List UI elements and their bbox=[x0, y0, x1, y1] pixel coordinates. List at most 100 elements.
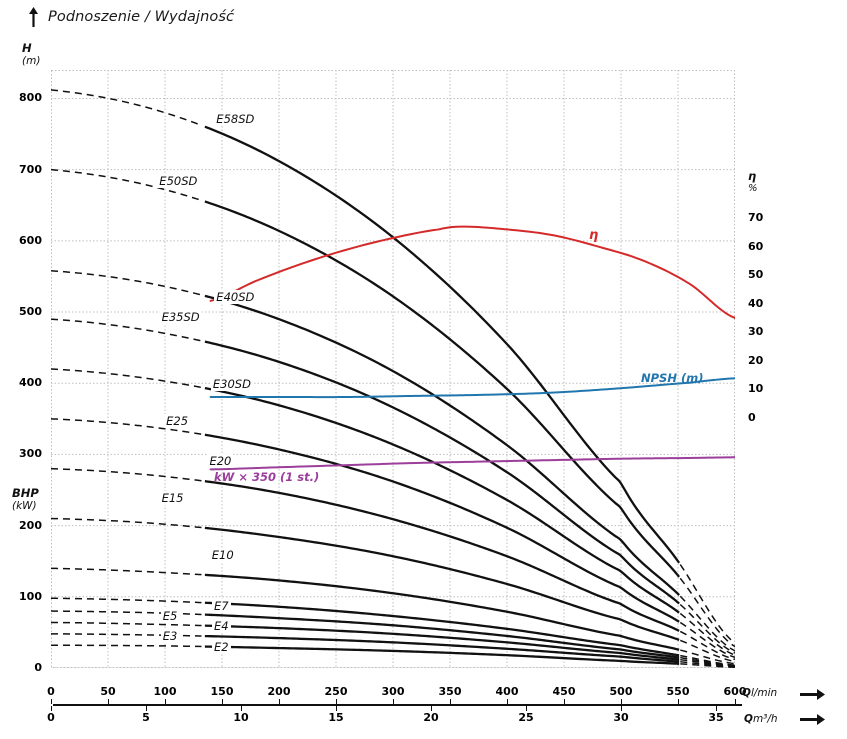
y-tick-300: 300 bbox=[19, 447, 42, 461]
curve-label-e40sd: E40SD bbox=[214, 289, 257, 304]
head-curve-e4 bbox=[204, 624, 680, 661]
y-axis-caption-head: H (m) bbox=[22, 42, 40, 67]
x-tick-m3h-30: 30 bbox=[613, 711, 629, 724]
tickmark-upper-300 bbox=[393, 699, 394, 704]
head-curve-e7 bbox=[680, 654, 735, 666]
tickmark-lower-5 bbox=[146, 706, 147, 711]
tickmark-upper-250 bbox=[336, 699, 337, 704]
tickmark-upper-50 bbox=[108, 699, 109, 704]
eta-tick-0: 0 bbox=[748, 411, 756, 424]
curve-label-e15: E15 bbox=[159, 491, 186, 506]
curve-label-e20: E20 bbox=[207, 453, 234, 468]
tickmark-lower-30 bbox=[621, 706, 622, 711]
head-curve-e50sd bbox=[679, 577, 735, 648]
y-tick-700: 700 bbox=[19, 162, 42, 176]
x-tick-lmin-450: 450 bbox=[552, 685, 576, 698]
head-curve-e10 bbox=[51, 567, 202, 576]
x-tick-m3h-35: 35 bbox=[708, 711, 724, 724]
x-axis-symbol-q2: Q bbox=[744, 713, 753, 725]
power-curve-layer bbox=[209, 456, 735, 471]
head-curve-e35sd bbox=[204, 340, 680, 605]
y-tick-600: 600 bbox=[19, 233, 42, 247]
tickmark-lower-20 bbox=[431, 706, 432, 711]
legend-efficiency: η bbox=[589, 228, 599, 243]
x-tick-m3h-20: 20 bbox=[423, 711, 439, 724]
curve-label-e4: E4 bbox=[212, 618, 231, 633]
head-curve-e20 bbox=[679, 630, 735, 661]
chart-header: Podnoszenie / Wydajność bbox=[28, 6, 234, 28]
x-tick-m3h-25: 25 bbox=[518, 711, 534, 724]
axis-divider-rule bbox=[53, 704, 742, 706]
x-axis-unit-lmin: Ql/min bbox=[742, 687, 777, 699]
tickmark-upper-550 bbox=[678, 699, 679, 704]
y-axis-unit-eta: % bbox=[748, 182, 758, 194]
x-tick-m3h-10: 10 bbox=[233, 711, 249, 724]
head-curve-e20 bbox=[51, 467, 202, 482]
head-curve-e3 bbox=[204, 634, 680, 663]
x-tick-lmin-350: 350 bbox=[438, 685, 462, 698]
curve-label-e5: E5 bbox=[160, 608, 180, 623]
x-tick-lmin-300: 300 bbox=[381, 685, 405, 698]
right-arrow-icon-secondary bbox=[800, 711, 826, 730]
head-curve-e30sd bbox=[204, 386, 680, 614]
tickmark-upper-350 bbox=[450, 699, 451, 704]
tickmark-upper-450 bbox=[564, 699, 565, 704]
head-curve-e5 bbox=[204, 613, 680, 659]
head-curve-e50sd bbox=[51, 168, 202, 202]
head-curve-e20 bbox=[204, 480, 680, 632]
head-curve-e30sd bbox=[51, 368, 202, 389]
tickmark-upper-600 bbox=[735, 699, 736, 704]
head-curve-e25 bbox=[51, 418, 202, 435]
head-curve-e30sd bbox=[679, 612, 735, 656]
curve-label-e58sd: E58SD bbox=[214, 111, 257, 126]
x-tick-lmin-0: 0 bbox=[47, 685, 55, 698]
curve-label-e35sd: E35SD bbox=[159, 309, 202, 324]
legend-power: kW × 350 (1 st.) bbox=[214, 470, 320, 484]
head-curve-e3 bbox=[680, 661, 735, 668]
x-tick-m3h-5: 5 bbox=[142, 711, 150, 724]
curve-label-e7: E7 bbox=[212, 598, 231, 613]
head-curve-e10 bbox=[204, 573, 680, 651]
plot-area: E58SD E50SD E40SD E35SD E30SD E25 E20 E15 E10 E7 E… bbox=[51, 70, 735, 668]
head-curve-e15 bbox=[679, 639, 735, 663]
eta-tick-40: 40 bbox=[748, 296, 764, 310]
curve-label-e2: E2 bbox=[212, 640, 231, 655]
page-title: Podnoszenie / Wydajność bbox=[48, 9, 235, 25]
x-axis-symbol-q1: Q bbox=[742, 687, 751, 699]
y-axis-unit-h: (m) bbox=[22, 54, 41, 67]
eta-tick-70: 70 bbox=[748, 211, 764, 224]
eta-tick-10: 10 bbox=[748, 382, 764, 396]
x-tick-m3h-15: 15 bbox=[328, 711, 344, 724]
curve-label-e30sd: E30SD bbox=[210, 377, 253, 392]
head-curve-e4 bbox=[51, 621, 202, 627]
right-arrow-icon-primary bbox=[800, 686, 826, 705]
efficiency-curve bbox=[209, 225, 735, 319]
x-tick-lmin-500: 500 bbox=[609, 685, 633, 698]
head-curve-e58sd bbox=[204, 125, 681, 564]
efficiency-curve-layer bbox=[209, 225, 735, 319]
x-tick-lmin-400: 400 bbox=[495, 685, 519, 698]
y-axis-symbol-h: H bbox=[22, 41, 32, 55]
y-tick-400: 400 bbox=[19, 376, 42, 390]
x-tick-lmin-250: 250 bbox=[324, 685, 348, 698]
x-tick-m3h-0: 0 bbox=[47, 711, 55, 724]
head-curve-e15 bbox=[204, 526, 680, 642]
head-curve-e25 bbox=[204, 433, 680, 623]
head-curve-e40sd bbox=[679, 595, 735, 652]
y-axis-symbol-bhp: BHP bbox=[12, 486, 39, 500]
eta-tick-60: 60 bbox=[748, 239, 764, 253]
head-curve-e2 bbox=[204, 645, 680, 665]
up-arrow-icon bbox=[28, 6, 39, 28]
head-curve-e5 bbox=[680, 656, 735, 667]
head-curve-e35sd bbox=[679, 603, 735, 654]
tickmark-lower-10 bbox=[241, 706, 242, 711]
x-tick-lmin-150: 150 bbox=[210, 685, 234, 698]
head-curve-e7 bbox=[204, 601, 680, 657]
x-tick-lmin-100: 100 bbox=[153, 685, 177, 698]
tickmark-upper-400 bbox=[507, 699, 508, 704]
head-curve-e35sd bbox=[51, 318, 202, 342]
tickmark-lower-25 bbox=[526, 706, 527, 711]
head-curve-e7 bbox=[51, 597, 202, 604]
curve-canvas bbox=[51, 70, 735, 668]
head-curve-e10 bbox=[680, 649, 735, 665]
